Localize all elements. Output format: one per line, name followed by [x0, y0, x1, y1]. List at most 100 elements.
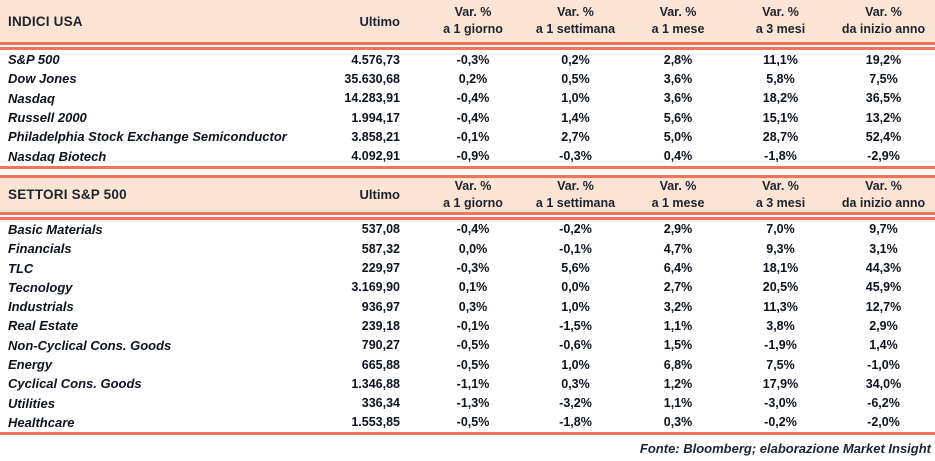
var-value: 0,3%	[561, 376, 590, 391]
var-value: 7,5%	[766, 357, 795, 372]
table-row: Philadelphia Stock Exchange Semiconducto…	[0, 127, 935, 146]
var-value: -0,1%	[456, 318, 490, 333]
var-period: a 1 mese	[651, 22, 705, 36]
var-value: 5,0%	[663, 129, 693, 144]
row-label: Dow Jones	[8, 71, 77, 87]
header-double-rule	[0, 42, 935, 50]
row-label: Russell 2000	[8, 110, 87, 126]
column-header-var-inizio-anno: Var. % da inizio anno	[832, 178, 935, 212]
var-value: 3,2%	[663, 299, 693, 314]
header-double-rule	[0, 211, 935, 220]
row-label: Non-Cyclical Cons. Goods	[8, 337, 172, 353]
row-label: TLC	[8, 260, 34, 276]
var-value: 1,1%	[663, 396, 693, 411]
var-value: 2,9%	[663, 222, 693, 237]
var-value: -0,3%	[456, 261, 490, 276]
var-label: Var. %	[659, 178, 697, 193]
ultimo-value: 14.283,91	[344, 91, 400, 106]
table-row: Nasdaq 14.283,91 -0,4% 1,0% 3,6% 18,2% 36,5%	[0, 89, 935, 108]
var-period: a 1 giorno	[443, 22, 503, 36]
var-value: 11,3%	[763, 299, 798, 314]
var-value: -0,4%	[456, 110, 490, 125]
var-value: -0,2%	[764, 415, 797, 430]
row-label: Industrials	[8, 299, 74, 315]
column-header-var-3-mesi: Var. % a 3 mesi	[729, 4, 832, 38]
var-value: 7,5%	[869, 71, 898, 86]
var-value: 9,3%	[766, 241, 795, 256]
var-value: 5,6%	[663, 110, 693, 125]
row-label: Cyclical Cons. Goods	[8, 376, 142, 392]
indici-usa-header-row: INDICI USA Ultimo Var. % a 1 giorno Var.…	[0, 0, 935, 42]
var-value: 1,4%	[561, 110, 590, 125]
var-label: Var. %	[659, 5, 697, 19]
var-value: -3,2%	[559, 396, 592, 411]
var-label: Var. %	[454, 5, 492, 19]
var-value: 3,8%	[766, 318, 795, 333]
column-header-ultimo: Ultimo	[359, 13, 400, 29]
var-period: a 1 mese	[651, 195, 705, 210]
section-settori-sp500: SETTORI S&P 500 Ultimo Var. % a 1 giorno…	[0, 174, 935, 436]
var-value: 44,3%	[865, 261, 902, 276]
var-label: Var. %	[762, 5, 799, 19]
column-header-var-1-giorno: Var. % a 1 giorno	[422, 4, 524, 38]
var-value: -1,8%	[559, 415, 592, 430]
var-label: Var. %	[865, 5, 902, 19]
var-value: 4,7%	[663, 241, 693, 256]
row-label: Nasdaq	[8, 90, 55, 106]
var-period: da inizio anno	[841, 195, 926, 210]
var-value: 19,2%	[865, 52, 902, 67]
table-row: Financials 587,32 0,0% -0,1% 4,7% 9,3% 3,1%	[0, 239, 935, 258]
column-header-var-1-settimana: Var. % a 1 settimana	[524, 178, 627, 212]
table-row: Russell 2000 1.994,17 -0,4% 1,4% 5,6% 15,1% 13…	[0, 108, 935, 127]
var-value: 1,0%	[561, 299, 590, 314]
var-value: 45,9%	[865, 280, 902, 295]
ultimo-value: 4.576,73	[351, 52, 400, 67]
var-value: -1,0%	[867, 357, 900, 372]
var-period: a 3 mesi	[755, 22, 806, 36]
var-value: 5,8%	[766, 71, 795, 86]
table-row: Industrials 936,97 0,3% 1,0% 3,2% 11,3% 12,7%	[0, 297, 935, 316]
section-title: INDICI USA	[8, 13, 83, 29]
var-label: Var. %	[762, 178, 799, 193]
var-value: -1,3%	[456, 396, 490, 411]
var-value: -2,9%	[867, 149, 900, 164]
row-label: Philadelphia Stock Exchange Semiconducto…	[8, 129, 287, 145]
table-row: Nasdaq Biotech 4.092,91 -0,9% -0,3% 0,4% -1,8…	[0, 146, 935, 165]
var-value: -3,0%	[764, 396, 797, 411]
var-value: 13,2%	[865, 110, 902, 125]
var-value: 0,5%	[561, 71, 590, 86]
row-label: Real Estate	[8, 318, 79, 334]
var-value: 0,4%	[663, 149, 693, 164]
ultimo-value: 665,88	[361, 357, 400, 372]
row-label: Energy	[8, 357, 53, 372]
var-value: -1,5%	[559, 318, 592, 333]
table-row: Dow Jones 35.630,68 0,2% 0,5% 3,6% 5,8% 7,5%	[0, 69, 935, 88]
var-period: a 3 mesi	[755, 195, 806, 210]
column-header-var-inizio-anno: Var. % da inizio anno	[832, 4, 935, 38]
var-period: da inizio anno	[841, 22, 926, 36]
var-value: 3,1%	[869, 241, 898, 256]
var-value: 0,3%	[458, 299, 488, 314]
var-period: a 1 settimana	[535, 22, 616, 36]
table-row: Utilities 336,34 -1,3% -3,2% 1,1% -3,0% -6,2%	[0, 393, 935, 412]
row-label: S&P 500	[8, 52, 60, 68]
var-value: -0,4%	[456, 222, 490, 237]
var-period: a 1 giorno	[443, 195, 503, 210]
var-value: 34,0%	[865, 376, 902, 391]
ultimo-value: 229,97	[361, 261, 400, 276]
var-value: -0,4%	[456, 91, 490, 106]
var-value: 1,4%	[869, 338, 898, 353]
column-header-ultimo: Ultimo	[359, 187, 400, 203]
ultimo-value: 1.553,85	[351, 415, 400, 430]
row-label: Nasdaq Biotech	[8, 148, 107, 164]
var-value: -0,3%	[559, 149, 592, 164]
column-header-var-3-mesi: Var. % a 3 mesi	[729, 178, 832, 212]
var-value: -0,2%	[559, 222, 592, 237]
ultimo-value: 1.346,88	[351, 376, 400, 391]
var-value: 36,5%	[865, 91, 902, 106]
var-value: 0,0%	[458, 241, 488, 256]
ultimo-value: 336,34	[361, 396, 400, 411]
settori-header-row: SETTORI S&P 500 Ultimo Var. % a 1 giorno…	[0, 174, 935, 212]
var-value: 0,1%	[458, 280, 488, 295]
